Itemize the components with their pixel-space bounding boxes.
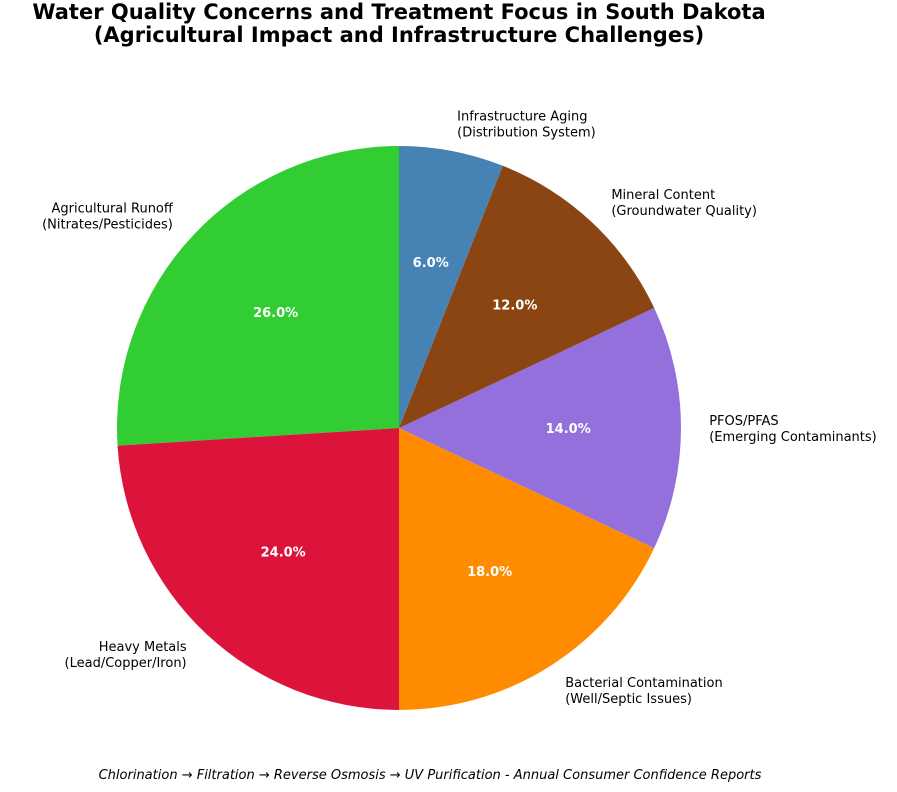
slice-label: Mineral Content (Groundwater Quality) [611,188,757,219]
slice-percent: 12.0% [492,299,537,314]
pie-slice [399,165,655,428]
slice-percent: 26.0% [253,306,298,321]
pie-slice [117,428,400,710]
slice-percent: 24.0% [261,545,306,560]
slice-label: Bacterial Contamination (Well/Septic Issu… [565,676,723,707]
pie-slice [399,428,655,710]
chart-title: Water Quality Concerns and Treatment Foc… [32,0,765,47]
footnote: Chlorination → Filtration → Reverse Osmo… [99,768,762,783]
slice-percent: 14.0% [546,422,591,437]
slice-label: Infrastructure Aging (Distribution System… [457,109,596,140]
slice-label: Heavy Metals (Lead/Copper/Iron) [65,640,187,671]
slice-percent: 18.0% [467,565,512,580]
slice-label: PFOS/PFAS (Emerging Contaminants) [709,414,877,445]
slice-label: Agricultural Runoff (Nitrates/Pesticides) [42,202,174,233]
pie-slice [399,146,503,428]
slice-percent: 6.0% [413,256,449,271]
pie-slice [399,307,681,549]
pie-slice [117,146,399,446]
